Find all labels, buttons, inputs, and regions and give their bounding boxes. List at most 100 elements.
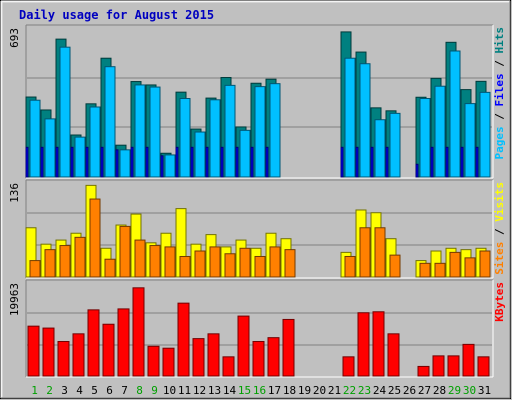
legend-entry: Sites — [493, 242, 506, 275]
legend-entry: / — [493, 222, 506, 242]
chart-panels: 693 Pages / Files / Hits 136 Sites / Visits… — [8, 24, 506, 378]
legend-entry: KBytes — [493, 282, 506, 322]
bar-kbytes-day-2 — [42, 327, 55, 377]
bar-kbytes-day-5 — [87, 309, 100, 377]
x-tick-label-day-2: 2 — [46, 384, 53, 397]
bar-kbytes-day-1 — [27, 325, 40, 377]
bar-pages-day-17 — [265, 146, 269, 178]
legend-entry: / — [493, 107, 506, 127]
bar-pages-day-10 — [160, 155, 164, 178]
panel-kbytes: 19963 KBytes — [8, 279, 506, 378]
legend-entry: Pages — [493, 126, 506, 159]
bar-files-day-6 — [104, 66, 116, 178]
bar-kbytes-day-15 — [237, 315, 250, 377]
bar-files-day-2 — [44, 118, 56, 178]
x-tick-label-day-15: 15 — [238, 384, 251, 397]
bar-pages-day-7 — [115, 149, 119, 178]
bar-sites-day-13 — [209, 246, 221, 278]
bar-pages-day-1 — [25, 146, 29, 178]
x-tick-label-day-13: 13 — [208, 384, 221, 397]
bar-files-day-24 — [374, 119, 386, 178]
bar-kbytes-day-14 — [222, 356, 235, 377]
bar-pages-day-27 — [415, 163, 419, 178]
bar-files-day-28 — [434, 85, 446, 178]
bar-pages-day-3 — [55, 146, 59, 178]
x-tick-label-day-7: 7 — [121, 384, 128, 397]
bar-files-day-22 — [344, 57, 356, 178]
bar-files-day-1 — [29, 99, 41, 178]
bar-sites-day-14 — [224, 253, 236, 278]
x-tick-label-day-8: 8 — [136, 384, 143, 397]
bar-files-day-29 — [449, 50, 461, 178]
bar-kbytes-day-4 — [72, 333, 85, 377]
bar-kbytes-day-11 — [177, 302, 190, 377]
bar-kbytes-day-27 — [417, 365, 430, 377]
bar-sites-day-11 — [179, 255, 191, 278]
x-tick-label-day-28: 28 — [433, 384, 446, 397]
bar-kbytes-day-8 — [132, 287, 145, 377]
x-tick-label-day-3: 3 — [61, 384, 68, 397]
x-tick-label-day-31: 31 — [478, 384, 491, 397]
bar-pages-day-6 — [100, 146, 104, 178]
bar-files-day-15 — [239, 129, 251, 178]
bar-files-day-3 — [59, 46, 71, 178]
x-tick-label-day-16: 16 — [253, 384, 266, 397]
bar-files-day-16 — [254, 86, 266, 178]
bar-files-day-13 — [209, 99, 221, 178]
x-tick-label-day-27: 27 — [418, 384, 431, 397]
bar-sites-day-7 — [119, 225, 131, 278]
bar-pages-day-4 — [70, 146, 74, 178]
x-tick-label-day-23: 23 — [358, 384, 371, 397]
bar-sites-day-18 — [284, 249, 296, 278]
bar-pages-day-16 — [250, 146, 254, 178]
bar-sites-day-23 — [359, 227, 371, 278]
x-tick-label-day-20: 20 — [313, 384, 326, 397]
bar-pages-day-13 — [205, 146, 209, 178]
bar-sites-day-28 — [434, 262, 446, 278]
bar-sites-day-22 — [344, 255, 356, 278]
bar-files-day-10 — [164, 154, 176, 178]
bar-pages-day-12 — [190, 146, 194, 178]
x-tick-label-day-11: 11 — [178, 384, 191, 397]
x-tick-label-day-22: 22 — [343, 384, 356, 397]
panel-legend: Pages / Files / Hits — [493, 27, 506, 160]
bar-sites-day-15 — [239, 247, 251, 278]
chart-title: Daily usage for August 2015 — [19, 8, 214, 22]
bar-sites-day-30 — [464, 257, 476, 278]
bar-kbytes-day-24 — [372, 311, 385, 377]
x-tick-label-day-10: 10 — [163, 384, 176, 397]
panel-visits-sites: 136 Sites / Visits — [8, 179, 506, 279]
bar-sites-day-27 — [419, 262, 431, 278]
bar-files-day-4 — [74, 136, 86, 178]
bar-files-day-30 — [464, 103, 476, 178]
bar-sites-day-17 — [269, 246, 281, 278]
x-tick-label-day-1: 1 — [31, 384, 38, 397]
bar-sites-day-2 — [44, 249, 56, 278]
x-tick-label-day-29: 29 — [448, 384, 461, 397]
bar-files-day-11 — [179, 98, 191, 178]
bar-sites-day-6 — [104, 258, 116, 278]
bar-kbytes-day-30 — [462, 343, 475, 377]
bar-pages-day-28 — [430, 146, 434, 178]
x-tick-label-day-26: 26 — [403, 384, 416, 397]
bar-files-day-23 — [359, 63, 371, 178]
bar-pages-day-24 — [370, 146, 374, 178]
bar-files-day-8 — [134, 84, 146, 178]
bar-sites-day-9 — [149, 245, 161, 278]
x-tick-label-day-12: 12 — [193, 384, 206, 397]
series-kbytes — [27, 287, 490, 377]
bar-pages-day-22 — [340, 146, 344, 178]
x-tick-label-day-18: 18 — [283, 384, 296, 397]
bar-files-day-7 — [119, 149, 131, 178]
bar-files-day-5 — [89, 106, 101, 178]
bar-kbytes-day-29 — [447, 355, 460, 377]
legend-entry: / — [493, 54, 506, 74]
bar-kbytes-day-23 — [357, 312, 370, 377]
bar-kbytes-day-22 — [342, 356, 355, 377]
bar-sites-day-1 — [29, 260, 41, 278]
x-tick-label-day-25: 25 — [388, 384, 401, 397]
bar-files-day-12 — [194, 131, 206, 178]
x-tick-label-day-21: 21 — [328, 384, 341, 397]
panel-legend: KBytes — [493, 282, 506, 322]
bar-pages-day-9 — [145, 146, 149, 178]
